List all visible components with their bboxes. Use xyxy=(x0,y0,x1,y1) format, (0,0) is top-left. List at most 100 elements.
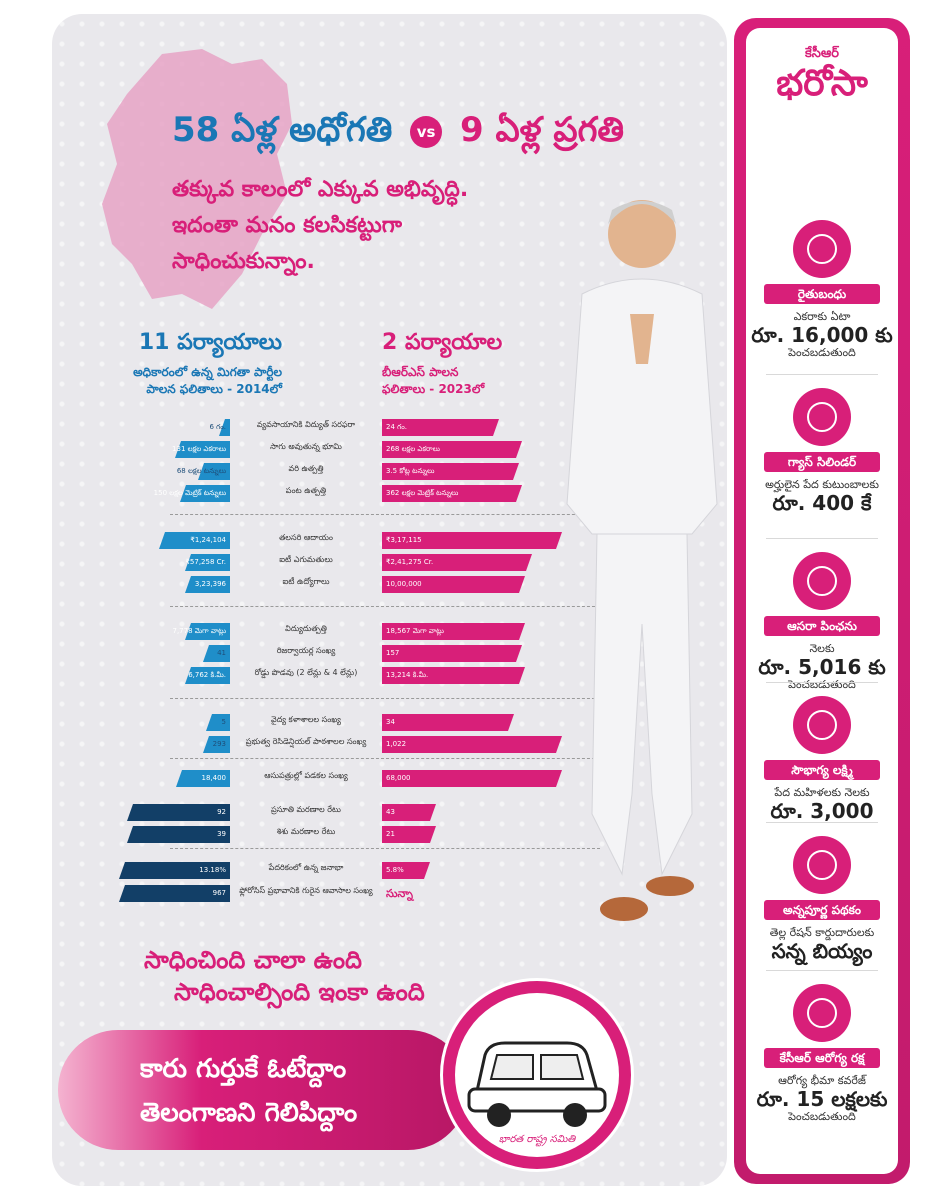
metric-label: ఆసుపత్రుల్లో పడకల సంఖ్య xyxy=(264,771,348,780)
after-bar xyxy=(382,554,532,571)
before-value: 41 xyxy=(217,649,226,657)
scheme-card: సౌభాగ్య లక్ష్మి పేద మహిళలకు నెలకు రూ. 3,00… xyxy=(746,696,898,822)
after-value: ₹3,17,115 xyxy=(386,536,422,544)
scheme-desc: తెల్ల రేషన్ కార్డుదారులకు xyxy=(769,926,875,939)
before-value: 6 గం. xyxy=(209,423,226,431)
before-value: 18,400 xyxy=(201,774,227,782)
scheme-divider xyxy=(766,970,878,971)
before-value: 293 xyxy=(212,740,226,748)
left-column-title: 11 పర్యాయాలు xyxy=(138,330,282,355)
after-bar xyxy=(382,667,525,684)
after-value: 268 లక్షల ఎకరాలు xyxy=(386,445,440,453)
metric-label: రోడ్డు పొడవు (2 లేన్లు & 4 లేన్లు) xyxy=(254,668,358,677)
after-bar xyxy=(382,862,430,879)
health-family-icon xyxy=(793,984,851,1042)
after-value: 157 xyxy=(386,649,400,657)
scheme-card: కేసీఆర్ ఆరోగ్య రక్ష ఆరోగ్య భీమా కవరేజ్ రూ.… xyxy=(746,984,898,1124)
telangana-map-icon xyxy=(102,49,292,309)
after-bar xyxy=(382,645,522,662)
before-bar xyxy=(176,770,230,787)
party-symbol-inner: భారత రాష్ట్ర సమితి xyxy=(455,993,619,1157)
after-value: 21 xyxy=(386,830,395,838)
party-name: భారత రాష్ట్ర సమితి xyxy=(498,1134,576,1145)
scheme-desc-2: పెంచబడుతుంది xyxy=(788,346,856,359)
before-bar xyxy=(185,667,230,684)
scheme-desc-2: పెంచబడుతుంది xyxy=(788,678,856,691)
before-bar xyxy=(180,485,230,502)
after-value: 24 గం. xyxy=(386,423,407,431)
before-value: 6,762 కి.మీ. xyxy=(188,671,226,679)
gas-cylinder-icon xyxy=(793,388,851,446)
section-divider xyxy=(170,758,600,759)
leader-figure xyxy=(566,200,718,921)
before-value: 39 xyxy=(217,830,226,838)
before-value: 13.18% xyxy=(199,866,226,874)
brand-small: కేసీఆర్ xyxy=(805,46,839,61)
section-divider xyxy=(170,698,600,699)
after-bar xyxy=(382,736,562,753)
after-value: 13,214 కి.మీ. xyxy=(386,671,429,679)
vote-line-2: తెలంగాణని గెలిపిద్దాం xyxy=(140,1098,358,1128)
before-value: 3,23,396 xyxy=(194,580,226,588)
sidebar-brand: కేసీఆర్ భరోసా xyxy=(746,46,898,104)
section-divider xyxy=(170,848,600,849)
scheme-highlight: రూ. 3,000 xyxy=(770,799,874,823)
metric-label: పేదరికంలో ఉన్న జనాభా xyxy=(268,863,344,872)
after-bar xyxy=(382,826,436,843)
after-bar xyxy=(382,419,499,436)
after-value: ₹2,41,275 Cr. xyxy=(386,558,434,566)
before-value: 68 లక్షల టన్నులు xyxy=(176,467,226,475)
after-bar xyxy=(382,532,562,549)
before-bar xyxy=(175,441,230,458)
after-bar xyxy=(382,441,522,458)
metric-label: ప్రసూతి మరణాల రేటు xyxy=(271,805,341,814)
sidebar-panel: కేసీఆర్ భరోసా రైతుబంధు ఎకరాకు ఏటా రూ. 16,0… xyxy=(734,18,910,1184)
before-value: 131 లక్షల ఎకరాలు xyxy=(172,445,226,453)
right-column-sub-1: బీఆర్ఎస్ పాలన xyxy=(382,365,459,379)
section-divider xyxy=(170,514,600,515)
before-value: 92 xyxy=(217,808,226,816)
rice-bag-icon xyxy=(793,836,851,894)
metric-label: వరి ఉత్పత్తి xyxy=(288,464,324,473)
before-bar xyxy=(185,623,230,640)
woman-icon xyxy=(793,696,851,754)
after-value: 10,00,000 xyxy=(386,580,422,588)
left-column-sub-2: పాలన ఫలితాలు - 2014లో xyxy=(146,382,282,396)
before-value: 967 xyxy=(212,889,226,897)
scheme-name: కేసీఆర్ ఆరోగ్య రక్ష xyxy=(764,1048,880,1068)
tagline-line-2: ఇదంతా మనం కలసికట్టుగా xyxy=(172,213,402,238)
scheme-desc: ఎకరాకు ఏటా xyxy=(793,310,851,323)
metric-label: విద్యుదుత్పత్తి xyxy=(285,624,327,633)
after-value: 5.8% xyxy=(386,866,404,874)
after-value: 43 xyxy=(386,808,395,816)
before-bar xyxy=(127,826,230,843)
vote-line-1: కారు గుర్తుకే ఓటేద్దాం xyxy=(140,1054,347,1084)
metric-label: ఐటీ ఎగుమతులు xyxy=(279,555,333,564)
scheme-divider xyxy=(766,822,878,823)
title-part-1: 58 ఏళ్ల అధోగతి xyxy=(172,110,393,150)
scheme-divider xyxy=(766,538,878,539)
before-bar xyxy=(185,554,230,571)
metric-label: ప్రభుత్వ రెసిడెన్షియల్ పాఠశాలల సంఖ్య xyxy=(245,737,367,746)
before-bar xyxy=(119,885,230,902)
title-part-2: 9 ఏళ్ల ప్రగతి xyxy=(459,110,625,150)
before-bar xyxy=(206,714,230,731)
scheme-highlight: రూ. 400 కే xyxy=(772,491,872,515)
before-value: 150 లక్షల మెట్రిక్ టన్నులు xyxy=(153,489,226,497)
vs-badge: vs xyxy=(410,115,443,148)
scheme-name: గ్యాస్ సిలిండర్ xyxy=(764,452,880,472)
slogan-line-1: సాధించింది చాలా ఉంది xyxy=(144,946,362,974)
scheme-highlight: రూ. 16,000 కు xyxy=(751,323,893,347)
left-column-header: 11 పర్యాయాలు అధికారంలో ఉన్న మిగతా పార్టీ… xyxy=(92,330,282,398)
before-value: ₹57,258 Cr. xyxy=(185,558,226,566)
after-bar xyxy=(382,463,519,480)
scheme-divider xyxy=(766,682,878,683)
metric-label: రిజర్వాయర్ల సంఖ్య xyxy=(276,646,336,655)
after-value: 362 లక్షల మెట్రిక్ టన్నులు xyxy=(386,489,459,497)
before-bar xyxy=(119,862,230,879)
sidebar-card: కేసీఆర్ భరోసా రైతుబంధు ఎకరాకు ఏటా రూ. 16,0… xyxy=(746,28,898,1174)
before-value: 5 xyxy=(221,718,226,726)
page-title: 58 ఏళ్ల అధోగతి vs 9 ఏళ్ల ప్రగతి xyxy=(172,110,624,158)
farmer-icon xyxy=(793,220,851,278)
before-value: ₹1,24,104 xyxy=(190,536,226,544)
